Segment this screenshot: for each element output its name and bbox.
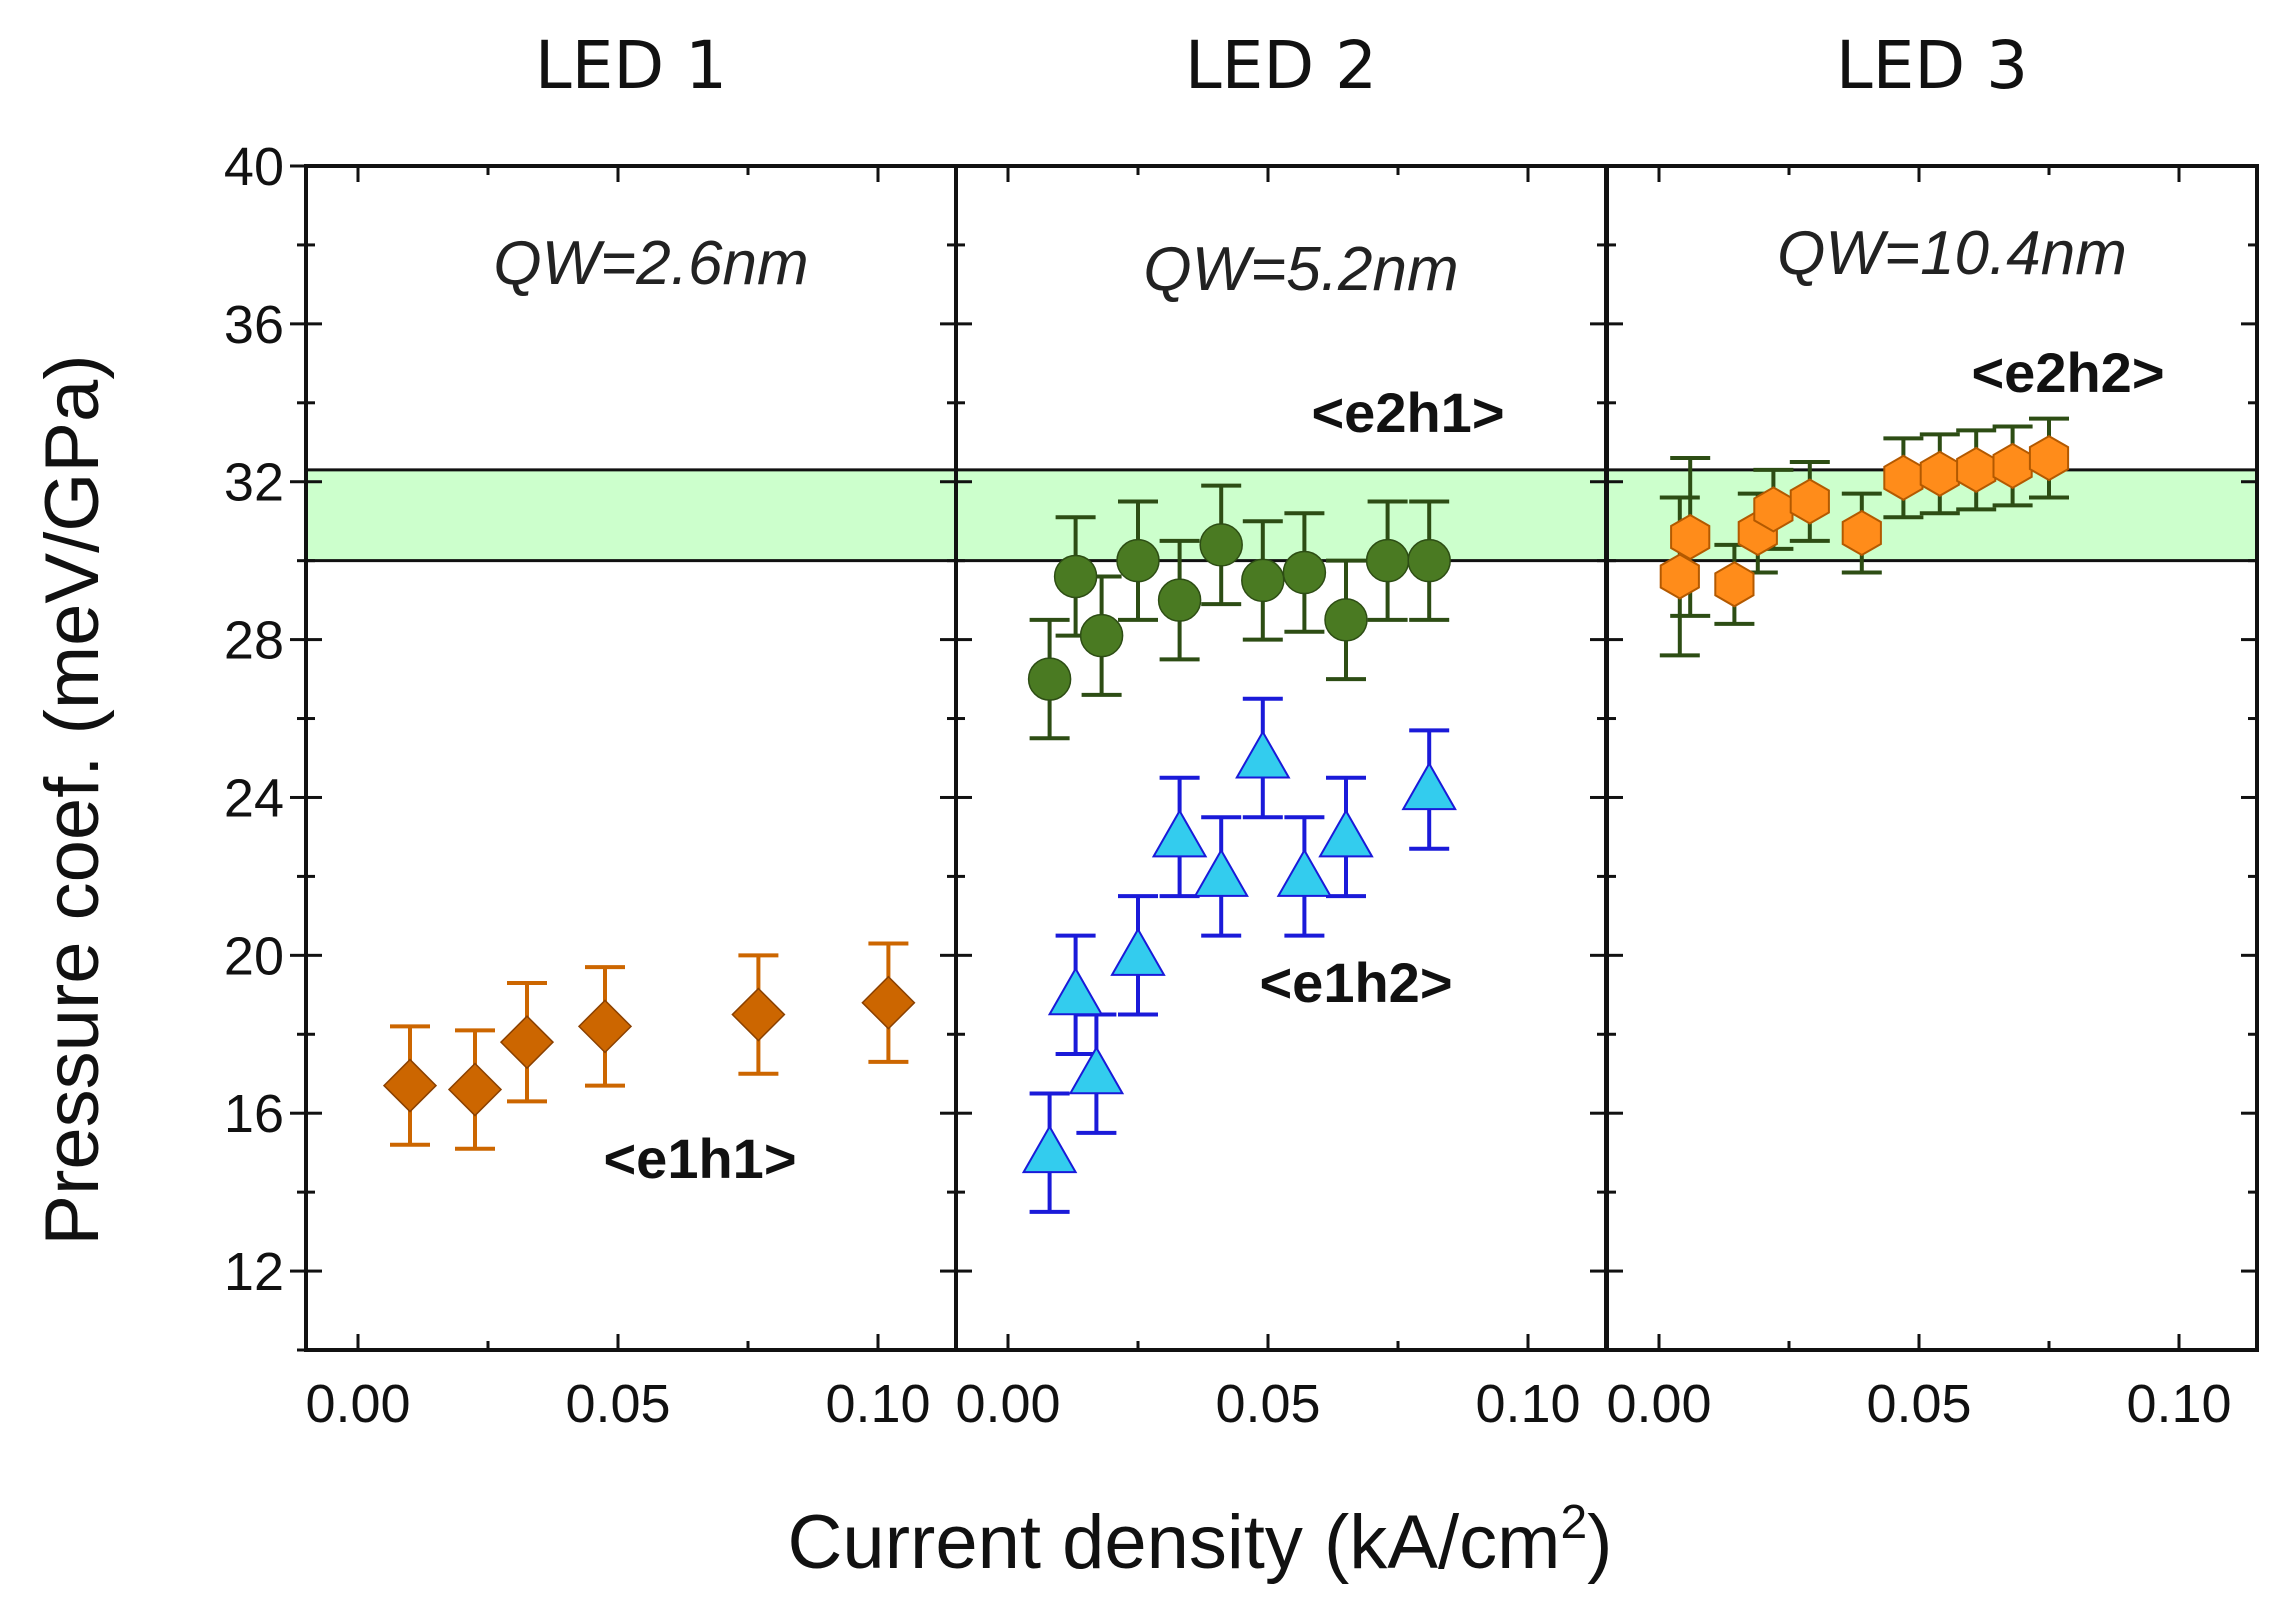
y-tick-label: 32 xyxy=(224,453,284,513)
x-tick-label: 0.10 xyxy=(2126,1374,2231,1434)
x-tick-label: 0.00 xyxy=(305,1374,410,1434)
series-label: <e1h2> xyxy=(1259,951,1452,1014)
data-point xyxy=(1992,442,2033,490)
series-circle xyxy=(1027,483,1451,741)
x-tick-label: 0.05 xyxy=(565,1374,670,1434)
x-tick-label: 0.00 xyxy=(955,1374,1060,1434)
data-point xyxy=(1021,1124,1078,1174)
data-point xyxy=(731,987,786,1042)
x-axis-label-superscript: 2 xyxy=(1560,1496,1587,1549)
data-point xyxy=(861,975,916,1030)
data-point xyxy=(1407,538,1451,583)
data-point xyxy=(1282,550,1327,595)
data-point xyxy=(1157,578,1202,622)
data-point xyxy=(1714,561,1755,608)
data-point xyxy=(1841,509,1882,557)
series-label: <e2h1> xyxy=(1311,381,1504,444)
data-point xyxy=(1116,538,1160,583)
data-point xyxy=(1151,808,1208,858)
data-point xyxy=(1670,513,1711,561)
data-point xyxy=(1365,538,1410,583)
data-point xyxy=(1659,553,1700,600)
data-point xyxy=(382,1058,438,1113)
y-tick-label: 28 xyxy=(224,611,284,671)
data-point xyxy=(1324,598,1368,642)
data-point xyxy=(1276,848,1333,897)
data-point xyxy=(1193,848,1249,897)
series-triangle xyxy=(1021,696,1457,1214)
panel-1: 0.00 0.05 0.10 LED 1 QW=2.6nm <e1h1> xyxy=(290,27,958,1434)
data-point xyxy=(1883,454,1924,501)
series-diamond xyxy=(382,941,916,1151)
data-point xyxy=(1068,1045,1125,1095)
y-tick-label: 12 xyxy=(224,1242,284,1302)
data-point xyxy=(447,1062,503,1117)
x-axis-label-suffix: ) xyxy=(1587,1500,1612,1585)
y-tick-label: 16 xyxy=(224,1084,284,1144)
data-point xyxy=(1753,486,1794,533)
data-point xyxy=(1110,927,1166,976)
qw-label: QW=5.2nm xyxy=(1143,235,1458,304)
data-point xyxy=(577,999,633,1054)
x-tick-label: 0.05 xyxy=(1866,1374,1971,1434)
series-label: <e2h2> xyxy=(1971,341,2164,404)
data-point xyxy=(1047,966,1104,1016)
panel-frame xyxy=(1605,164,2259,1352)
data-point xyxy=(2028,434,2070,482)
y-tick-label: 20 xyxy=(224,926,284,986)
data-point xyxy=(1919,450,1960,497)
data-point xyxy=(1027,657,1072,701)
x-tick-label: 0.05 xyxy=(1215,1374,1320,1434)
qw-label: QW=10.4nm xyxy=(1777,219,2127,288)
y-tick-labels: 12 16 20 24 28 32 36 40 xyxy=(224,137,284,1302)
panel-title: LED 2 xyxy=(1185,27,1377,104)
y-tick-label: 36 xyxy=(224,295,284,355)
reference-band xyxy=(956,469,1606,561)
data-point xyxy=(1199,523,1243,567)
panel-3: 0.00 0.05 0.10 LED 3 QW=10.4nm <e2h2> xyxy=(1605,27,2259,1434)
x-axis-label-text: Current density (kA/cm xyxy=(788,1500,1561,1585)
x-tick-label: 0.10 xyxy=(1475,1374,1580,1434)
y-tick-label: 24 xyxy=(224,768,284,828)
x-tick-label: 0.10 xyxy=(825,1374,930,1434)
data-point xyxy=(1053,554,1098,599)
panel-2: 0.00 0.05 0.10 LED 2 QW=5.2nm <e2h1> <e1h2> xyxy=(954,27,1608,1434)
y-tick-label: 40 xyxy=(224,137,284,197)
series-hexagon xyxy=(1659,416,2070,658)
panel-title: LED 1 xyxy=(535,27,727,104)
data-point xyxy=(1956,446,1997,494)
data-point xyxy=(1079,613,1124,658)
data-point xyxy=(1401,761,1457,811)
y-axis-label: Pressure coef. (meV/GPa) xyxy=(30,354,115,1245)
data-point xyxy=(1235,729,1291,779)
panel-title: LED 3 xyxy=(1836,27,2028,104)
qw-label: QW=2.6nm xyxy=(493,229,808,298)
x-tick-label: 0.00 xyxy=(1606,1374,1711,1434)
data-point xyxy=(1789,478,1830,525)
data-point xyxy=(1241,558,1285,603)
x-axis-label: Current density (kA/cm2) xyxy=(788,1496,1613,1585)
series-label: <e1h1> xyxy=(603,1127,796,1190)
data-point xyxy=(499,1015,555,1070)
data-point xyxy=(1318,808,1374,858)
reference-band xyxy=(306,469,956,561)
